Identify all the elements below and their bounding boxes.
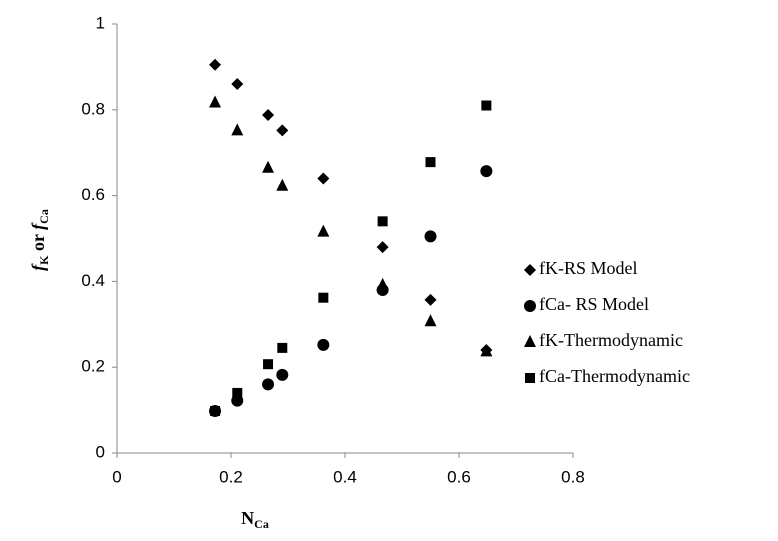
data-point [276,124,289,137]
data-point [480,344,493,357]
data-point [263,359,274,370]
data-point [262,108,275,121]
legend-marker [524,264,536,276]
data-point [209,58,222,71]
data-point [376,277,389,290]
data-point [317,338,330,351]
legend-label: fCa- RS Model [539,294,649,314]
data-point [424,293,437,306]
y-axis-label: fK or fCa [28,209,51,271]
y-tick-label: 1 [96,13,105,32]
data-point [480,165,493,178]
y-label-f: f [28,263,48,271]
data-point [209,95,222,108]
data-point [425,157,436,168]
data-point [318,292,329,303]
legend-label: fK-Thermodynamic [539,330,683,350]
y-label-f: f [28,222,48,230]
data-point [276,368,289,381]
x-tick-label: 0.6 [447,467,471,486]
legend-label: fK-RS Model [539,258,638,278]
data-point [262,378,275,391]
y-tick-label: 0.4 [81,271,105,290]
data-point [481,100,492,111]
data-point [277,342,288,353]
y-label-or: or [28,230,48,256]
legend-marker [525,373,535,383]
x-axis-label: NCa [241,508,269,531]
y-tick-label: 0 [96,442,105,461]
data-point [210,405,221,416]
data-point [231,123,244,136]
x-tick-label: 0.8 [561,467,585,486]
x-label-main: N [241,508,254,528]
x-tick-label: 0 [112,467,121,486]
x-tick-label: 0.2 [219,467,243,486]
data-point [377,216,388,227]
x-tick-label: 0.4 [333,467,357,486]
legend-marker [524,335,536,347]
data-point [424,314,437,327]
data-point [376,241,389,254]
legend-marker [524,300,536,312]
data-point [424,230,437,243]
data-point [276,178,289,191]
data-point [232,387,243,398]
y-tick-label: 0.6 [81,185,105,204]
data-point [317,224,330,237]
y-label-sub: K [37,255,51,265]
legend-label: fCa-Thermodynamic [539,366,690,386]
data-point [317,172,330,185]
data-point [231,78,244,91]
data-point [262,160,275,173]
y-tick-label: 0.8 [81,99,105,118]
y-tick-label: 0.2 [81,357,105,376]
y-label-sub: Ca [37,209,51,224]
x-label-sub: Ca [254,517,269,531]
